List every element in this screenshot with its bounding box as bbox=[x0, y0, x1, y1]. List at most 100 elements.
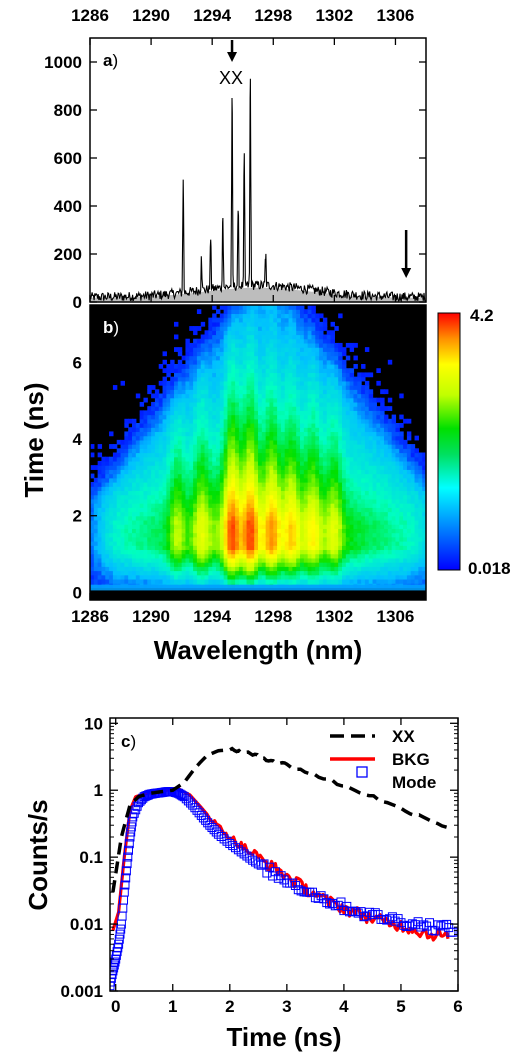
heatmap-cell bbox=[166, 519, 171, 525]
heatmap-cell bbox=[208, 553, 213, 559]
heatmap-cell bbox=[254, 347, 259, 352]
heatmap-cell bbox=[154, 549, 160, 555]
heatmap-cell bbox=[326, 460, 332, 466]
heatmap-cell bbox=[116, 519, 122, 525]
heatmap-cell bbox=[177, 380, 183, 386]
heatmap-cell bbox=[334, 541, 339, 546]
heatmap-cell bbox=[284, 511, 290, 517]
heatmap-cell bbox=[357, 545, 362, 551]
heatmap-cell bbox=[284, 389, 290, 395]
heatmap-cell bbox=[273, 305, 278, 310]
heatmap-cell bbox=[246, 406, 251, 411]
heatmap-cell bbox=[238, 380, 244, 386]
heatmap-cell bbox=[132, 439, 137, 445]
heatmap-cell bbox=[277, 397, 282, 403]
heatmap-cell bbox=[311, 553, 316, 559]
heatmap-cell bbox=[345, 528, 351, 534]
heatmap-cell bbox=[254, 528, 259, 534]
heatmap-cell bbox=[338, 465, 343, 470]
heatmap-cell bbox=[330, 359, 335, 365]
heatmap-cell bbox=[227, 490, 232, 496]
heatmap-cell bbox=[384, 578, 389, 584]
heatmap-cell bbox=[303, 524, 309, 529]
heatmap-cell bbox=[330, 401, 335, 407]
heatmap-cell bbox=[223, 532, 229, 538]
heatmap-cell bbox=[410, 566, 416, 572]
heatmap-cell bbox=[181, 418, 187, 424]
heatmap-cell bbox=[338, 536, 343, 542]
heatmap-cell bbox=[372, 423, 377, 428]
heatmap-cell bbox=[181, 389, 187, 395]
heatmap-cell bbox=[151, 494, 156, 500]
heatmap-cell bbox=[273, 359, 278, 365]
heatmap-cell bbox=[288, 566, 293, 572]
heatmap-cell bbox=[322, 507, 328, 513]
heatmap-cell bbox=[303, 541, 309, 546]
heatmap-cell bbox=[277, 536, 282, 542]
heatmap-cell bbox=[342, 536, 347, 542]
heatmap-cell bbox=[242, 372, 248, 378]
heatmap-cell bbox=[124, 486, 129, 492]
heatmap-cell bbox=[235, 418, 240, 424]
heatmap-cell bbox=[204, 456, 209, 462]
heatmap-cell bbox=[414, 435, 419, 441]
heatmap-cell bbox=[212, 519, 217, 525]
heatmap-cell bbox=[300, 359, 305, 365]
heatmap-cell bbox=[166, 494, 171, 500]
heatmap-cell bbox=[277, 557, 282, 563]
heatmap-cell bbox=[387, 439, 393, 445]
heatmap-cell bbox=[185, 557, 190, 563]
heatmap-cell bbox=[269, 364, 274, 369]
heatmap-cell bbox=[280, 401, 286, 407]
heatmap-cell bbox=[364, 473, 370, 479]
heatmap-cell bbox=[204, 380, 209, 386]
heatmap-cell bbox=[311, 545, 316, 551]
heatmap-cell bbox=[296, 482, 301, 487]
heatmap-cell bbox=[250, 536, 255, 542]
heatmap-cell bbox=[166, 524, 171, 529]
heatmap-cell bbox=[349, 456, 355, 462]
heatmap-cell bbox=[231, 347, 236, 352]
heatmap-cell bbox=[196, 465, 202, 470]
heatmap-cell bbox=[246, 364, 251, 369]
heatmap-cell bbox=[322, 351, 328, 357]
heatmap-cell bbox=[132, 553, 137, 559]
heatmap-cell bbox=[223, 519, 229, 525]
heatmap-cell bbox=[250, 439, 255, 445]
heatmap-cell bbox=[338, 401, 343, 407]
heatmap-cell bbox=[174, 507, 179, 513]
heatmap-cell bbox=[334, 574, 339, 580]
heatmap-cell bbox=[292, 503, 297, 508]
heatmap-cell bbox=[284, 482, 290, 487]
heatmap-cell bbox=[311, 532, 316, 538]
heatmap-cell bbox=[212, 389, 217, 395]
heatmap-cell bbox=[410, 456, 416, 462]
heatmap-cell bbox=[162, 566, 167, 572]
series-mode-point bbox=[448, 927, 458, 937]
heatmap-cell bbox=[303, 418, 309, 424]
heatmap-cell bbox=[112, 465, 118, 470]
heatmap-cell bbox=[349, 562, 355, 567]
heatmap-cell bbox=[353, 503, 358, 508]
heatmap-cell bbox=[246, 393, 251, 399]
heatmap-cell bbox=[238, 469, 244, 475]
heatmap-cell bbox=[242, 482, 248, 487]
heatmap-cell bbox=[154, 574, 160, 580]
heatmap-cell bbox=[139, 460, 145, 466]
heatmap-cell bbox=[120, 486, 125, 492]
heatmap-cell bbox=[330, 507, 335, 513]
heatmap-cell bbox=[273, 557, 278, 563]
heatmap-cell bbox=[227, 406, 232, 411]
heatmap-cell bbox=[147, 414, 152, 420]
heatmap-cell bbox=[269, 524, 274, 529]
heatmap-cell bbox=[208, 473, 213, 479]
series-mode-point bbox=[121, 873, 131, 883]
heatmap-cell bbox=[284, 435, 290, 441]
heatmap-cell bbox=[403, 524, 408, 529]
heatmap-cell bbox=[326, 469, 332, 475]
heatmap-cell bbox=[353, 498, 358, 504]
heatmap-cell bbox=[273, 393, 278, 399]
heatmap-cell bbox=[284, 397, 290, 403]
heatmap-cell bbox=[90, 473, 95, 479]
heatmap-cell bbox=[368, 490, 374, 496]
